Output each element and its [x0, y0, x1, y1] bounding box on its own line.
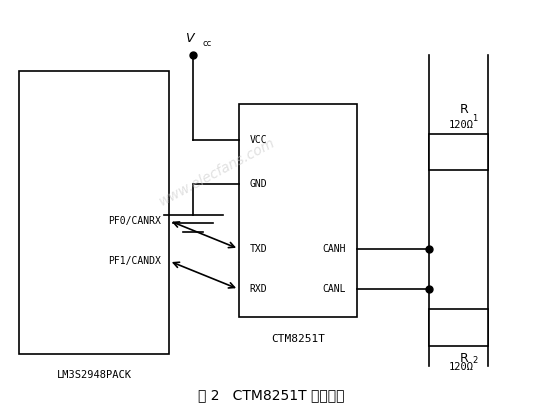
Text: 2: 2: [472, 356, 478, 365]
Text: 图 2   CTM8251T 电路连接: 图 2 CTM8251T 电路连接: [198, 388, 344, 402]
Text: 1: 1: [472, 114, 478, 123]
Text: CTM8251T: CTM8251T: [271, 334, 325, 344]
Text: V: V: [185, 32, 193, 45]
Text: PF0/CANRX: PF0/CANRX: [108, 216, 161, 226]
Bar: [429, 134, 488, 170]
Bar: [239, 103, 357, 317]
Text: LM3S2948PACK: LM3S2948PACK: [56, 370, 132, 380]
Text: PF1/CANDX: PF1/CANDX: [108, 256, 161, 266]
Text: GND: GND: [249, 179, 267, 189]
Bar: [429, 309, 488, 346]
Text: 120Ω: 120Ω: [449, 362, 474, 372]
Text: 120Ω: 120Ω: [449, 120, 474, 130]
Text: VCC: VCC: [249, 135, 267, 145]
Text: TXD: TXD: [249, 244, 267, 254]
Text: CANH: CANH: [322, 244, 346, 254]
Text: www.elecfans.com: www.elecfans.com: [157, 136, 278, 209]
Text: RXD: RXD: [249, 284, 267, 294]
Text: cc: cc: [203, 39, 212, 48]
Bar: [19, 71, 169, 354]
Text: CANL: CANL: [322, 284, 346, 294]
Text: R: R: [460, 352, 468, 365]
Text: R: R: [460, 103, 468, 116]
